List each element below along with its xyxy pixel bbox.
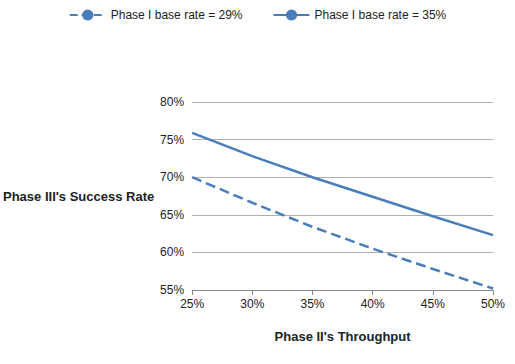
svg-text:40%: 40%	[361, 297, 385, 311]
svg-text:60%: 60%	[160, 245, 184, 259]
svg-text:Phase I base rate = 29%: Phase I base rate = 29%	[111, 8, 243, 22]
svg-text:30%: 30%	[240, 297, 264, 311]
svg-text:80%: 80%	[160, 95, 184, 109]
svg-text:25%: 25%	[180, 297, 204, 311]
svg-text:55%: 55%	[160, 283, 184, 297]
svg-text:65%: 65%	[160, 208, 184, 222]
svg-text:35%: 35%	[300, 297, 324, 311]
svg-text:45%: 45%	[421, 297, 445, 311]
svg-text:Phase II's Throughput: Phase II's Throughput	[275, 329, 412, 344]
svg-text:75%: 75%	[160, 133, 184, 147]
svg-text:70%: 70%	[160, 170, 184, 184]
svg-text:Phase III's Success Rate: Phase III's Success Rate	[3, 189, 154, 204]
svg-text:50%: 50%	[481, 297, 505, 311]
svg-text:Phase I base rate = 35%: Phase I base rate = 35%	[315, 8, 447, 22]
